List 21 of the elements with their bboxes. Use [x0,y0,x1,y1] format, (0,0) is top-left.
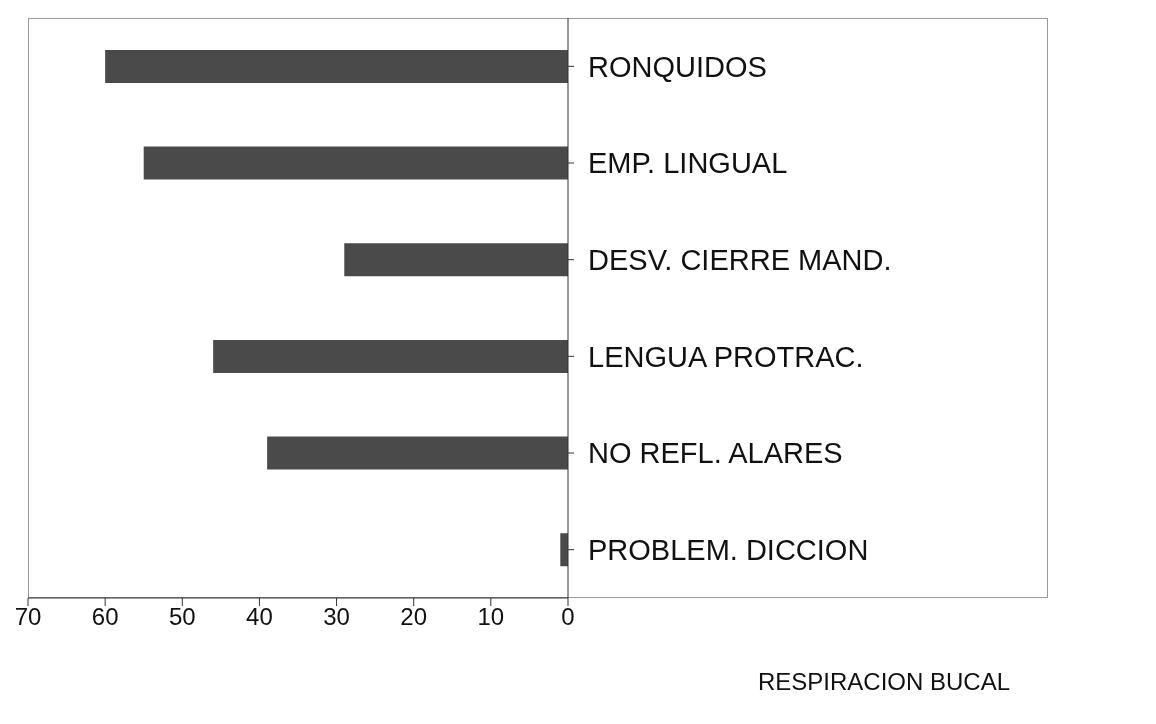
bar [143,146,568,180]
y-tick-label: RONQUIDOS [588,50,767,83]
y-tick-label: PROBLEM. DICCION [588,533,869,566]
bar [213,339,568,373]
x-axis-title: RESPIRACION BUCAL [758,668,1011,696]
x-tick-label: 70 [14,603,42,631]
y-tick-label: LENGUA PROTRAC. [588,340,864,373]
x-tick-label: 10 [477,603,505,631]
x-tick-label: 40 [246,603,273,631]
y-tick-label: NO REFL. ALARES [588,437,843,470]
x-tick-label: 0 [561,603,575,631]
bar [267,436,568,470]
bar [560,533,568,567]
y-tick-label: EMP. LINGUAL [588,147,788,180]
x-tick-label: 50 [168,603,196,631]
bar [344,243,568,277]
x-tick-label: 60 [91,603,119,631]
x-tick-label: 30 [323,603,350,631]
y-tick-label: DESV. CIERRE MAND. [588,243,892,276]
bar [105,49,568,83]
x-tick-label: 20 [400,603,428,631]
